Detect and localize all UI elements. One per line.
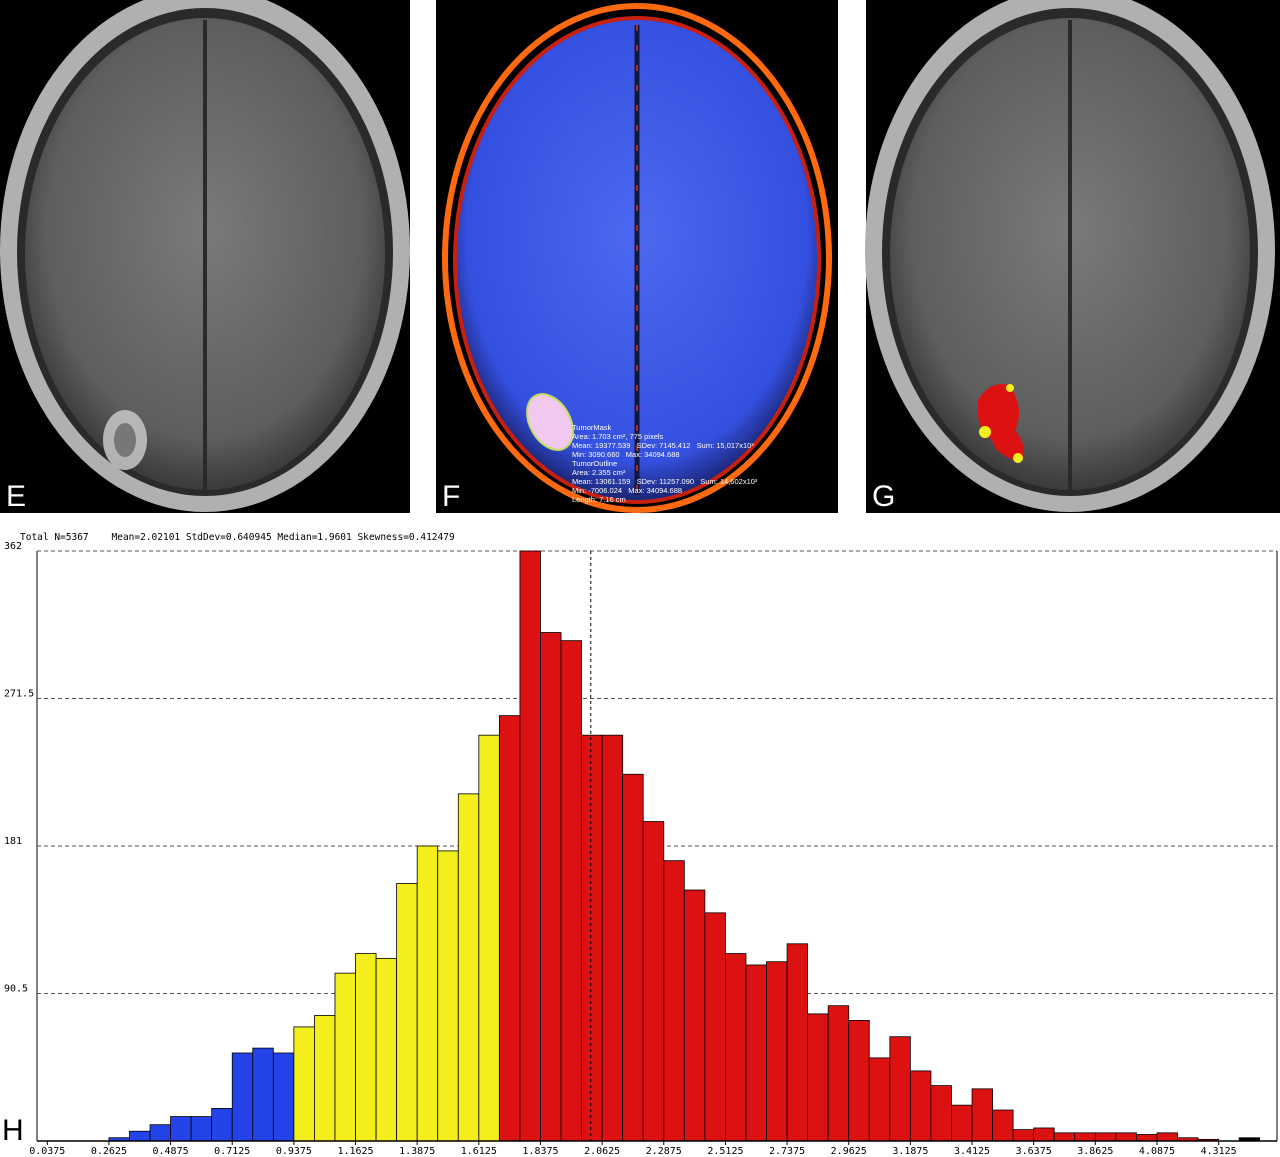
bar (1074, 1132, 1096, 1142)
bar (129, 1130, 151, 1142)
x-tick-label: 2.5125 (707, 1146, 743, 1157)
bar (1136, 1134, 1158, 1142)
annotation: Mean: 13061.159 SDev: 11257.090 Sum: 14,… (572, 477, 758, 486)
x-tick-label: 1.3875 (399, 1146, 435, 1157)
x-tick-label: 0.9375 (276, 1146, 312, 1157)
panel-e: E (0, 0, 410, 513)
bar (1156, 1132, 1178, 1142)
bar (375, 958, 398, 1142)
annotation: Length: 7.16 cm (572, 495, 626, 504)
bar (355, 953, 377, 1142)
bar (293, 1026, 315, 1142)
bar (272, 1052, 295, 1142)
bar (889, 1036, 911, 1142)
x-tick-label: 0.0375 (29, 1146, 65, 1157)
bar (540, 632, 562, 1142)
bar (190, 1116, 213, 1142)
x-tick-label: 3.6375 (1016, 1146, 1052, 1157)
bar (868, 1057, 891, 1142)
bar (1012, 1129, 1035, 1142)
bar (416, 845, 439, 1142)
bar (663, 860, 685, 1142)
bar (683, 889, 706, 1142)
bar (930, 1085, 952, 1142)
bar (1033, 1127, 1055, 1142)
bar (252, 1047, 274, 1142)
panel-g: G (865, 0, 1280, 513)
bar (519, 550, 541, 1142)
x-tick-label: 1.1625 (337, 1146, 373, 1157)
bar (725, 953, 747, 1142)
annotation: Min: -7006.024 Max: 34094.688 (572, 486, 682, 495)
bar (334, 972, 356, 1142)
x-tick-label: 0.4875 (153, 1146, 189, 1157)
bar (951, 1104, 973, 1142)
x-tick-label: 1.8375 (522, 1146, 558, 1157)
panel-f: TumorMask Area: 1.703 cm², 775 pixels Me… (436, 0, 838, 513)
bar (1115, 1132, 1137, 1142)
x-tick-label: 3.4125 (954, 1146, 990, 1157)
bar (745, 964, 767, 1142)
roi-annotations: TumorMask Area: 1.703 cm², 775 pixels Me… (572, 423, 758, 504)
x-tick-label: 3.1875 (892, 1146, 928, 1157)
x-tick-label: 1.6125 (461, 1146, 497, 1157)
annotation: Area: 1.703 cm², 775 pixels (572, 432, 664, 441)
chart-subtitle: Total N=5367 Mean=2.02101 StdDev=0.64094… (20, 532, 455, 543)
annotation: Min: 3090.660 Max: 34094.688 (572, 450, 680, 459)
histogram: Total N=5367 Mean=2.02101 StdDev=0.64094… (2, 532, 1278, 1157)
bar (478, 734, 500, 1142)
bar (396, 883, 418, 1142)
x-tick-label: 2.2875 (646, 1146, 682, 1157)
bar (1053, 1132, 1076, 1142)
x-tick-label: 2.0625 (584, 1146, 620, 1157)
y-tick-label: 362 (4, 541, 22, 552)
bar (170, 1116, 192, 1142)
annotation: TumorMask (572, 423, 612, 432)
annotation: TumorOutline (572, 459, 617, 468)
x-tick-label: 3.8625 (1077, 1146, 1113, 1157)
bar (992, 1109, 1014, 1142)
bar (231, 1052, 254, 1142)
bar (149, 1124, 171, 1142)
panel-label: G (872, 480, 895, 513)
x-tick-label: 0.2625 (91, 1146, 127, 1157)
bar (827, 1005, 850, 1142)
bar (766, 961, 788, 1142)
bar (437, 850, 459, 1142)
x-tick-label: 4.0875 (1139, 1146, 1175, 1157)
x-tick-label: 0.7125 (214, 1146, 250, 1157)
bar (581, 734, 603, 1142)
bar (601, 734, 624, 1142)
bar (971, 1088, 993, 1142)
bar (786, 943, 809, 1142)
bar (1094, 1132, 1117, 1142)
bar (909, 1070, 932, 1142)
annotation: Area: 2.355 cm² (572, 468, 626, 477)
bar (498, 715, 521, 1142)
bar (622, 773, 644, 1142)
panel-label: H (2, 1114, 24, 1147)
bar (560, 640, 582, 1142)
annotation: Mean: 19377.539 SDev: 7145.412 Sum: 15,0… (572, 441, 754, 450)
x-tick-label: 4.3125 (1201, 1146, 1237, 1157)
bar (807, 1013, 829, 1142)
bar (211, 1108, 233, 1142)
bar (642, 821, 665, 1142)
panel-label: F (442, 480, 460, 513)
x-tick-label: 2.9625 (831, 1146, 867, 1157)
bar (704, 912, 726, 1142)
bar (848, 1019, 870, 1142)
y-tick-label: 181 (4, 836, 22, 847)
y-tick-label: 90.5 (4, 984, 28, 995)
bar (314, 1015, 336, 1142)
panel-label: E (6, 480, 26, 513)
x-tick-label: 2.7375 (769, 1146, 805, 1157)
y-tick-label: 271.5 (4, 689, 34, 700)
bar (457, 793, 480, 1142)
